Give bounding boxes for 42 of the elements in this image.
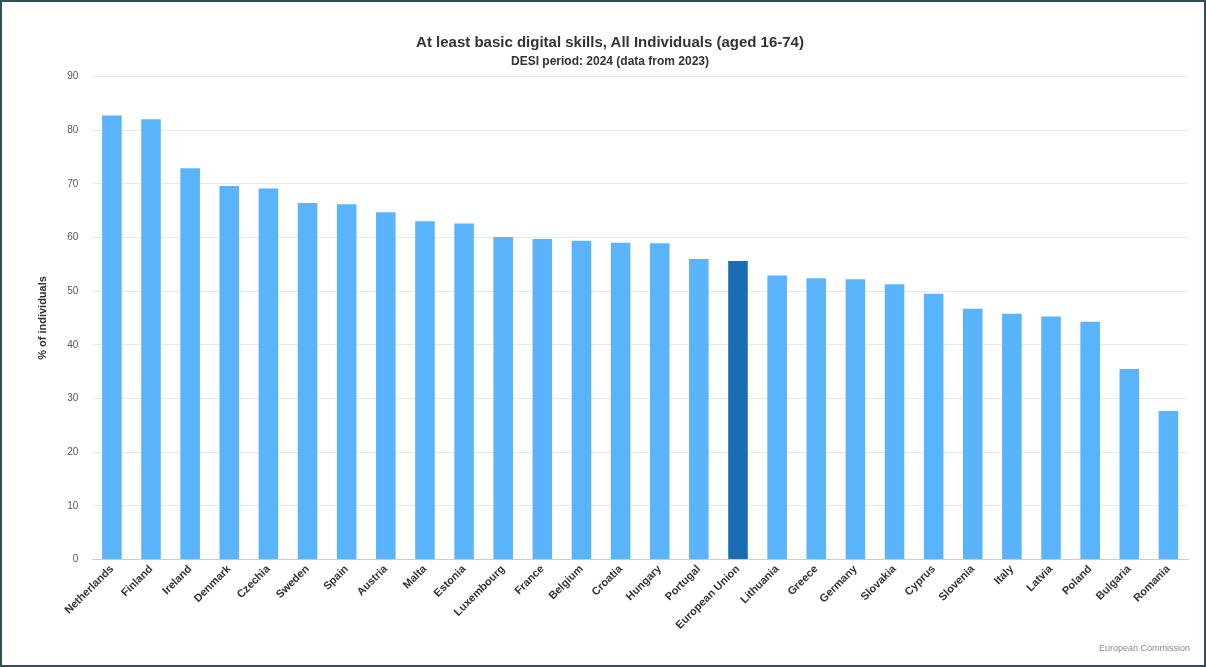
bar [297, 203, 318, 560]
bar [1002, 313, 1022, 560]
bar [571, 240, 592, 560]
bar [767, 275, 787, 560]
bar [1041, 316, 1061, 560]
bar [1119, 369, 1140, 560]
bar [689, 258, 709, 560]
bar [1158, 410, 1179, 560]
bar [806, 278, 827, 560]
bar [610, 242, 631, 560]
bar [102, 115, 122, 560]
chart-title: At least basic digital skills, All Individuals (aged 16-74) [416, 33, 804, 51]
bar [415, 221, 435, 560]
bar [963, 308, 983, 560]
y-axis-title: % of individuals [35, 276, 48, 360]
bar [728, 261, 748, 560]
text: European Commission [1098, 642, 1190, 653]
y-tick-label: 30 [67, 392, 79, 404]
bar [493, 236, 513, 560]
bar [376, 212, 396, 560]
y-tick-label: 50 [67, 284, 79, 296]
bar [336, 204, 357, 560]
bar [258, 188, 279, 560]
bar [649, 243, 670, 560]
bar [845, 279, 866, 560]
chart-subtitle: DESI period: 2024 (data from 2023) [510, 53, 710, 68]
bar [180, 168, 200, 560]
bar [1080, 321, 1100, 560]
bar [219, 185, 240, 560]
y-tick-label: 70 [67, 177, 79, 189]
y-tick-label: 60 [67, 231, 79, 243]
y-tick-label: 40 [67, 338, 79, 350]
bar [884, 284, 905, 560]
y-tick-label: 80 [67, 123, 79, 135]
bar [141, 119, 161, 560]
y-tick-label: 90 [67, 70, 79, 82]
y-tick-label: 0 [72, 553, 79, 565]
bar [532, 239, 553, 560]
bar [454, 223, 474, 560]
y-tick-label: 20 [67, 445, 79, 457]
bar [923, 293, 944, 560]
y-tick-label: 10 [67, 499, 79, 511]
